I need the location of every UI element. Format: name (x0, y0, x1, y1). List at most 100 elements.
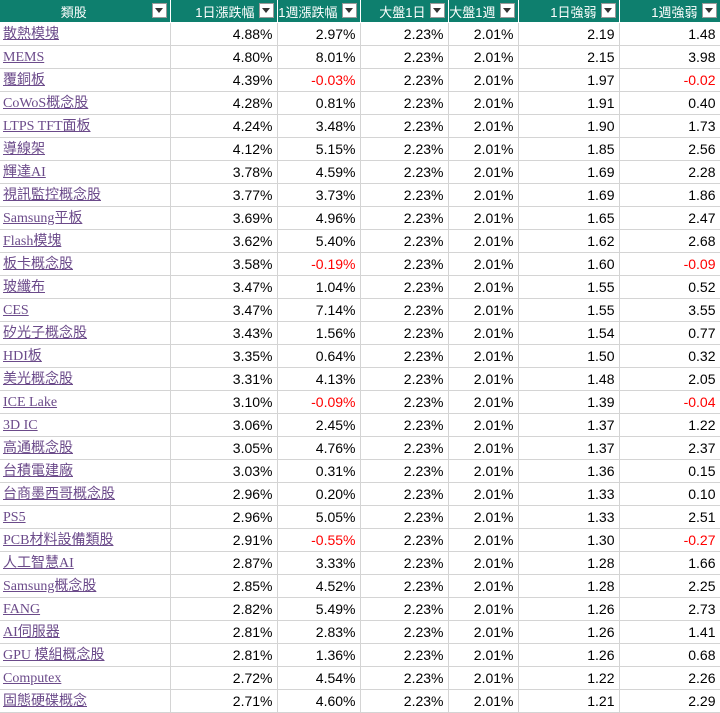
sector-link[interactable]: 視訊監控概念股 (3, 188, 101, 203)
day-strength-cell: 1.85 (518, 137, 620, 161)
sector-link[interactable]: 玻纖布 (3, 280, 45, 295)
day-strength-cell: 1.37 (518, 436, 620, 460)
sector-name-cell: Samsung概念股 (0, 574, 171, 598)
table-row: 板卡概念股 3.58% -0.19% 2.23% 2.01% 1.60 -0.09 (0, 252, 720, 276)
day-strength-cell: 1.28 (518, 574, 620, 598)
sector-link[interactable]: 3D IC (3, 418, 38, 433)
week-strength-cell: 2.68 (619, 229, 720, 253)
week-change-cell: 5.05% (277, 505, 361, 529)
day-strength-cell: 1.91 (518, 91, 620, 115)
market-week-cell: 2.01% (448, 252, 519, 276)
sector-link[interactable]: ICE Lake (3, 395, 58, 410)
day-change-cell: 2.96% (170, 482, 278, 506)
sector-link[interactable]: PS5 (3, 510, 26, 525)
table-row: HDI板 3.35% 0.64% 2.23% 2.01% 1.50 0.32 (0, 344, 720, 368)
sector-link[interactable]: Flash模塊 (3, 234, 62, 249)
sector-name-cell: AI伺服器 (0, 620, 171, 644)
week-change-cell: 0.31% (277, 459, 361, 483)
sector-link[interactable]: GPU 模組概念股 (3, 648, 105, 663)
sector-link[interactable]: PCB材料設備類股 (3, 533, 114, 548)
sector-link[interactable]: 板卡概念股 (3, 257, 73, 272)
sector-name-cell: 固態硬碟概念 (0, 689, 171, 713)
week-change-cell: -0.19% (277, 252, 361, 276)
sector-link[interactable]: LTPS TFT面板 (3, 119, 91, 134)
day-change-cell: 2.72% (170, 666, 278, 690)
day-strength-cell: 1.28 (518, 551, 620, 575)
week-change-cell: 2.83% (277, 620, 361, 644)
sector-link[interactable]: 散熱模塊 (3, 27, 59, 42)
sector-link[interactable]: Computex (3, 671, 62, 686)
sector-link[interactable]: HDI板 (3, 349, 42, 364)
filter-dropdown-market-week[interactable] (499, 3, 515, 18)
sector-link[interactable]: 覆銅板 (3, 73, 45, 88)
sector-link[interactable]: AI伺服器 (3, 625, 60, 640)
sector-link[interactable]: FANG (3, 602, 41, 617)
market-day-cell: 2.23% (360, 390, 449, 414)
day-change-cell: 3.06% (170, 413, 278, 437)
sector-name-cell: MEMS (0, 45, 171, 69)
table-row: LTPS TFT面板 4.24% 3.48% 2.23% 2.01% 1.90 1.73 (0, 114, 720, 138)
sector-name-cell: 台商墨西哥概念股 (0, 482, 171, 506)
sector-link[interactable]: 台商墨西哥概念股 (3, 487, 115, 502)
day-strength-cell: 1.26 (518, 643, 620, 667)
week-strength-cell: 1.41 (619, 620, 720, 644)
table-row: PS5 2.96% 5.05% 2.23% 2.01% 1.33 2.51 (0, 505, 720, 529)
market-week-cell: 2.01% (448, 666, 519, 690)
filter-dropdown-day-change[interactable] (258, 3, 274, 18)
sector-link[interactable]: 導線架 (3, 142, 45, 157)
day-strength-cell: 2.19 (518, 22, 620, 46)
day-strength-cell: 1.55 (518, 275, 620, 299)
filter-dropdown-day-strength[interactable] (600, 3, 616, 18)
day-strength-cell: 1.69 (518, 160, 620, 184)
market-day-cell: 2.23% (360, 367, 449, 391)
table-row: 台積電建廠 3.03% 0.31% 2.23% 2.01% 1.36 0.15 (0, 459, 720, 483)
day-change-cell: 4.28% (170, 91, 278, 115)
sector-link[interactable]: Samsung概念股 (3, 579, 97, 594)
market-week-cell: 2.01% (448, 574, 519, 598)
week-strength-cell: 0.40 (619, 91, 720, 115)
filter-dropdown-week-change[interactable] (341, 3, 357, 18)
week-strength-cell: 1.73 (619, 114, 720, 138)
day-change-cell: 4.24% (170, 114, 278, 138)
filter-dropdown-sector[interactable] (151, 3, 167, 18)
market-day-cell: 2.23% (360, 160, 449, 184)
filter-dropdown-week-strength[interactable] (701, 3, 717, 18)
sector-link[interactable]: 固態硬碟概念 (3, 694, 87, 709)
sector-link[interactable]: CoWoS概念股 (3, 96, 89, 111)
sector-link[interactable]: 輝達AI (3, 165, 46, 180)
header-row: 類股 1日漲跌幅 1週漲跌幅 大盤1日 大盤1週 1日強弱 1週強弱 (0, 0, 720, 23)
filter-dropdown-market-day[interactable] (429, 3, 445, 18)
week-change-cell: 4.96% (277, 206, 361, 230)
market-week-cell: 2.01% (448, 22, 519, 46)
day-change-cell: 4.39% (170, 68, 278, 92)
sector-link[interactable]: 人工智慧AI (3, 556, 74, 571)
day-strength-cell: 1.22 (518, 666, 620, 690)
day-strength-cell: 1.97 (518, 68, 620, 92)
sector-link[interactable]: Samsung平板 (3, 211, 83, 226)
week-change-cell: 2.45% (277, 413, 361, 437)
market-day-cell: 2.23% (360, 482, 449, 506)
market-week-cell: 2.01% (448, 459, 519, 483)
market-week-cell: 2.01% (448, 597, 519, 621)
week-change-cell: 3.33% (277, 551, 361, 575)
sector-link[interactable]: 高通概念股 (3, 441, 73, 456)
day-change-cell: 4.88% (170, 22, 278, 46)
header-sector: 類股 (0, 0, 171, 23)
market-day-cell: 2.23% (360, 229, 449, 253)
market-day-cell: 2.23% (360, 643, 449, 667)
sector-link[interactable]: CES (3, 303, 29, 318)
week-change-cell: 4.76% (277, 436, 361, 460)
header-day-change: 1日漲跌幅 (170, 0, 278, 23)
sector-link[interactable]: 台積電建廠 (3, 464, 73, 479)
week-change-cell: 1.04% (277, 275, 361, 299)
week-change-cell: 3.48% (277, 114, 361, 138)
sector-link[interactable]: 矽光子概念股 (3, 326, 87, 341)
day-change-cell: 3.69% (170, 206, 278, 230)
market-week-cell: 2.01% (448, 390, 519, 414)
sector-link[interactable]: MEMS (3, 50, 45, 65)
day-change-cell: 3.62% (170, 229, 278, 253)
sector-link[interactable]: 美光概念股 (3, 372, 73, 387)
sector-name-cell: 導線架 (0, 137, 171, 161)
day-strength-cell: 1.69 (518, 183, 620, 207)
